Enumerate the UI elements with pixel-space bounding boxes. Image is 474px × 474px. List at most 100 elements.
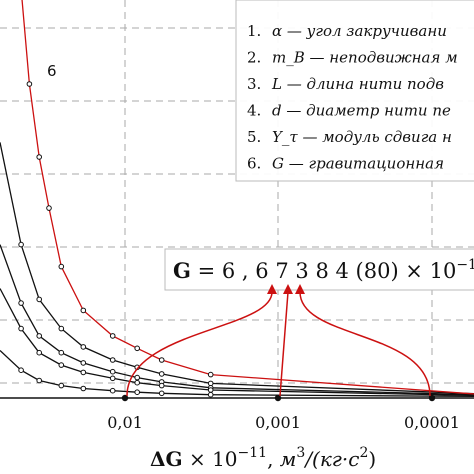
x-label-units-rest: /(кг·с — [303, 447, 359, 471]
series-s6-point — [58, 263, 65, 270]
legend-box — [235, 0, 474, 182]
series-s6-point — [80, 307, 87, 314]
series-s3 — [0, 288, 474, 397]
series-s6-point — [46, 205, 52, 211]
series-s4-point — [18, 367, 24, 374]
series-layer — [0, 0, 474, 398]
legend-entry-number: 3. — [247, 75, 261, 93]
g-space-2 — [309, 259, 316, 283]
series-s6-line — [21, 0, 474, 395]
series-s6 — [21, 0, 474, 395]
x-label-comma: , — [267, 447, 280, 471]
series-s4-point — [158, 390, 165, 397]
series-s1 — [0, 142, 474, 395]
legend-entry-number: 1. — [247, 22, 261, 40]
series-s3-line — [0, 288, 474, 397]
arrowhead-2 — [283, 284, 293, 294]
series-s3-point — [18, 325, 24, 332]
series-s3-point — [58, 362, 65, 368]
arrows — [126, 284, 431, 397]
series-s2-point — [18, 300, 24, 306]
series-s4 — [0, 350, 474, 398]
arrowhead-1 — [267, 284, 277, 294]
x-tick-marker — [428, 394, 436, 402]
x-tick-label: 0,0001 — [404, 413, 460, 432]
series-s6-point — [134, 345, 140, 352]
legend-entry-text: m_B — неподвижная м — [272, 49, 458, 67]
legend-entries: 1. α — угол закручивани 2. m_B — неподвижна… — [247, 22, 458, 173]
g-symbol: G — [173, 258, 191, 283]
series-s1-line — [0, 142, 474, 395]
legend-entry-text: L — длина нити подв — [271, 75, 444, 93]
x-label-units: м — [280, 447, 297, 471]
series-s1-point — [18, 241, 24, 248]
x-label-exp: −11 — [238, 445, 268, 461]
legend-entry-text: Y_τ — модуль сдвига н — [272, 128, 452, 146]
x-ticks: 0,01 0,001 0,0001 — [107, 394, 460, 432]
series-s1-point — [36, 296, 43, 303]
series-s3-point — [207, 387, 214, 393]
series-s2-point — [134, 374, 140, 381]
series-s1-point — [109, 357, 116, 363]
x-tick-label: 0,001 — [255, 413, 301, 432]
g-exponent: −11 — [456, 257, 474, 273]
series-s3-point — [36, 349, 43, 356]
series-6-label: 6 — [47, 62, 57, 80]
x-axis-label: ΔG × 10−11, м3/(кг·с2) — [150, 445, 376, 471]
legend-entry-number: 2. — [247, 49, 261, 67]
legend-entry-text: d — диаметр нити пе — [272, 102, 451, 120]
series-s3-point — [109, 375, 116, 382]
series-s4-point — [207, 391, 214, 398]
arrow-from-00001 — [299, 291, 431, 397]
x-tick-marker — [274, 394, 282, 402]
g-value-text: G = 6 , 6 7 3 8 4 (80) × 10−11 , — [173, 257, 474, 283]
series-s6-point — [36, 154, 43, 160]
g-tail: 4 (80) × 10 — [329, 259, 457, 283]
series-s1-point — [158, 371, 165, 377]
g-value-box: G = 6 , 6 7 3 8 4 (80) × 10−11 , — [164, 248, 474, 291]
g-value-frame — [164, 248, 474, 291]
series-s2-line — [0, 244, 474, 396]
series-s4-point — [109, 387, 116, 394]
series-s6-point — [26, 81, 33, 87]
series-s4-point — [36, 377, 43, 384]
series-s2-point — [109, 368, 116, 375]
arrowhead-3 — [295, 284, 305, 294]
series-s6-point — [207, 371, 214, 378]
series-s1-point — [80, 344, 87, 350]
legend-entry-text: G — гравитационная — [272, 155, 444, 173]
series-s3-point — [158, 382, 165, 389]
series-s4-point — [58, 382, 65, 389]
series-s2-point — [36, 333, 43, 339]
x-label-close: ) — [368, 447, 376, 471]
x-label-unit-exp2: 2 — [359, 445, 368, 461]
g-digit-7: 7 — [275, 259, 288, 283]
series-s2-point — [58, 349, 65, 356]
x-label-delta-g: ΔG — [150, 447, 183, 471]
g-prefix: = 6 , 6 — [191, 259, 275, 283]
legend-entry-number: 4. — [247, 102, 261, 120]
series-s3-point — [80, 369, 87, 376]
arrow-from-001 — [126, 291, 273, 397]
g-space-1 — [289, 259, 296, 283]
g-digit-8: 8 — [315, 259, 328, 283]
legend-entry-number: 5. — [247, 128, 261, 146]
x-tick-marker — [121, 394, 129, 402]
series-s2-point — [80, 360, 87, 366]
series-s3-point — [134, 379, 140, 386]
g-digit-3: 3 — [295, 259, 308, 283]
arrow-from-0001 — [279, 291, 289, 397]
series-s1-point — [58, 325, 65, 332]
series-s4-point — [134, 389, 140, 396]
x-label-unit-exp: 3 — [296, 445, 305, 461]
legend-entry-text: α — угол закручивани — [272, 22, 447, 40]
series-s4-point — [80, 385, 87, 392]
x-label-times: × 10 — [183, 447, 238, 471]
x-tick-label: 0,01 — [107, 413, 143, 432]
legend: 1. α — угол закручивани 2. m_B — неподвижна… — [235, 0, 474, 182]
series-s4-line — [0, 350, 474, 398]
series-s6-point — [109, 333, 116, 339]
series-s6-point — [158, 357, 165, 363]
legend-entry-number: 6. — [247, 155, 261, 173]
